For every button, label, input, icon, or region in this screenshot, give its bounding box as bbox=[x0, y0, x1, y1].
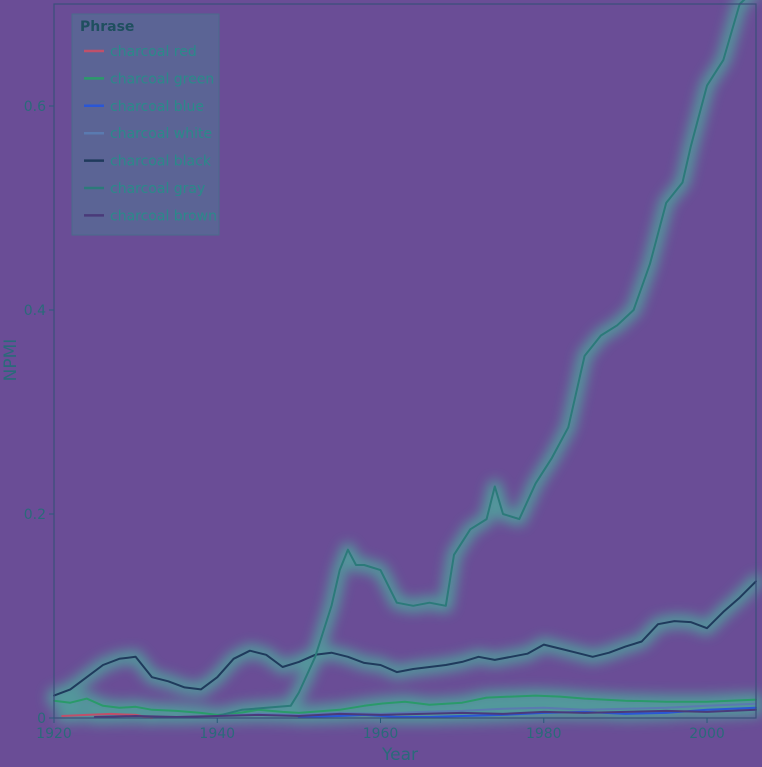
axes-layer: 1920 1940 1960 1980 2000 0 0.2 0.4 0.6 bbox=[24, 3, 757, 742]
plot-frame bbox=[53, 3, 757, 719]
x-tick-label: 1940 bbox=[199, 726, 235, 742]
series-line-charcoal-brown bbox=[93, 708, 757, 718]
legend-entry-label: charcoal white bbox=[110, 126, 212, 142]
x-tick-label: 2000 bbox=[689, 726, 725, 742]
legend-entry-label: charcoal blue bbox=[110, 99, 204, 115]
legend-entry-label: charcoal red bbox=[110, 44, 197, 60]
x-axis-label: Year bbox=[381, 745, 418, 763]
legend-entry-label: charcoal gray bbox=[110, 181, 205, 197]
legend-title: Phrase bbox=[80, 19, 134, 35]
series-line-charcoal-white bbox=[216, 702, 757, 717]
series-line-charcoal-black bbox=[53, 580, 757, 697]
y-tick-label: 0.4 bbox=[24, 303, 46, 319]
series-line-charcoal-green bbox=[53, 694, 757, 716]
legend-entry-label: charcoal brown bbox=[110, 208, 217, 224]
y-axis-label: NPMI bbox=[1, 339, 21, 382]
legend-entry-label: charcoal black bbox=[110, 154, 212, 170]
x-tick-label: 1980 bbox=[526, 726, 562, 742]
series-line-charcoal-gray bbox=[216, 0, 746, 717]
legend-entry-label: charcoal green bbox=[110, 71, 214, 87]
legend-items: charcoal red charcoal green charcoal blue c… bbox=[84, 44, 217, 224]
x-tick-label: 1920 bbox=[36, 726, 72, 742]
x-tick-label: 1960 bbox=[363, 726, 399, 742]
y-tick-label: 0 bbox=[37, 711, 46, 727]
series-layer bbox=[53, 0, 757, 719]
y-tick-label: 0.2 bbox=[24, 507, 46, 523]
y-tick-label: 0.6 bbox=[24, 99, 46, 115]
